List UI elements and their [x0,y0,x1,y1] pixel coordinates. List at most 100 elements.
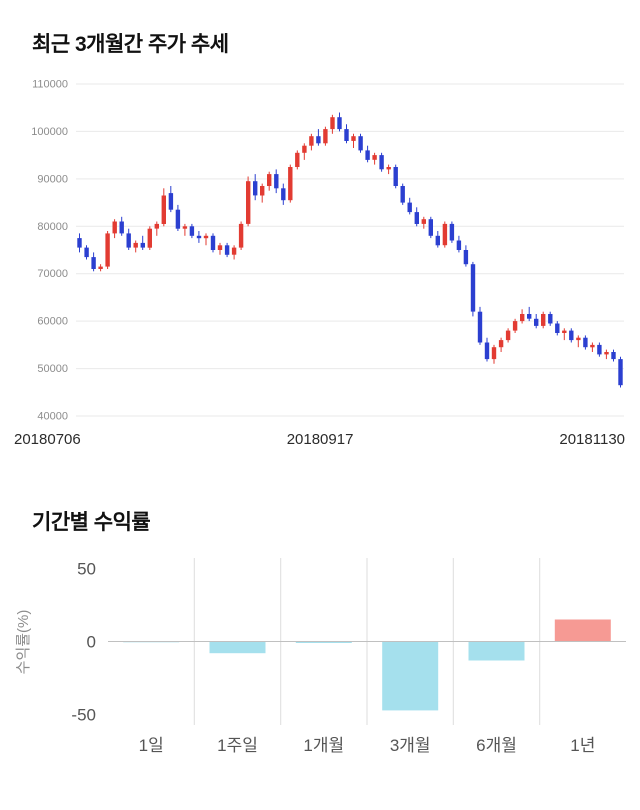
candle-body [576,337,581,341]
candle-body [421,219,426,224]
candle-body [351,136,356,141]
y-tick-label: 110000 [32,79,68,91]
candle-body [583,337,588,348]
price-x-axis: 20180706 20180917 20181130 [0,431,640,448]
return-bar [468,641,525,661]
candle-body [98,266,103,269]
price-chart-title: 최근 3개월간 주가 추세 [32,33,229,56]
candle-body [372,155,377,160]
candle-body [260,186,265,196]
candle-body [442,223,448,246]
candle-body [189,226,195,236]
candle-body [534,318,539,326]
candle-body [337,117,342,130]
category-label: 1일 [139,736,164,755]
candle-body [147,228,152,248]
candle-body [477,311,483,343]
y-tick-label: 50 [77,559,96,578]
candle-body [295,152,300,167]
candle-body [267,174,272,186]
candle-body [330,117,335,130]
candle-body [379,155,384,170]
price-candles [77,112,623,388]
candle-body [77,238,82,248]
y-tick-label: -50 [71,706,96,725]
candle-body [112,221,117,234]
candle-body [119,221,124,234]
candle-body [105,233,110,267]
candle-body [484,342,490,360]
candle-body [527,314,532,319]
candle-body [175,209,181,229]
candle-body [463,250,469,265]
candle-body [548,314,553,324]
candle-body [400,186,405,203]
candle-body [393,167,398,186]
x-axis-label-mid: 20180917 [286,431,354,448]
candle-body [217,245,223,250]
candle-body [246,181,251,224]
stock-summary-page: 최근 3개월간 주가 추세 110000 100000 90000 80000 7000… [0,28,640,762]
candle-body [365,150,370,160]
candle-body [435,235,440,246]
candle-body [611,352,616,360]
returns-bar-chart: 50 0 -50 1일 1주일 1개월 3개월 6개월 1년 수익률(%) [0,552,640,762]
candle-body [140,242,145,248]
candle-body [323,129,328,144]
candle-body [386,167,391,170]
candle-body [238,223,244,248]
return-bar [209,641,266,654]
category-label: 3개월 [390,736,431,755]
candle-body [253,181,258,196]
candle-body [555,323,560,333]
candle-body [161,195,166,224]
y-tick-label: 50000 [37,363,68,375]
candle-body [512,321,518,331]
candle-body [196,235,202,239]
y-axis-title: 수익률(%) [15,610,32,675]
category-label: 1주일 [217,736,258,755]
candle-body [590,344,595,348]
candle-body [274,174,279,189]
price-grid: 110000 100000 90000 80000 70000 60000 50000 400… [31,79,624,423]
y-tick-label: 70000 [37,268,68,280]
candle-body [407,202,412,213]
candle-body [520,314,525,322]
y-tick-label: 90000 [37,173,68,185]
x-axis-label-end: 20181130 [559,431,625,448]
candle-body [414,212,419,224]
candle-body [541,314,546,326]
candle-body [498,340,504,348]
candle-body [288,167,293,201]
candle-body [358,136,363,151]
candle-body [302,145,307,153]
candle-body [449,223,455,241]
candle-body [91,257,96,269]
candle-body [182,226,188,229]
candle-body [224,245,230,255]
candle-body [604,352,609,355]
candle-body [470,264,476,312]
y-tick-label: 100000 [31,126,68,138]
candle-body [281,188,286,201]
candle-body [154,223,159,229]
candle-body [428,219,433,236]
y-tick-label: 60000 [37,316,68,328]
candle-body [344,129,349,141]
candle-body [456,240,462,250]
category-label: 1개월 [303,736,344,755]
candle-body [309,136,314,146]
candle-body [569,330,574,341]
candle-body [126,233,131,248]
candle-body [505,330,511,341]
candle-body [168,193,174,210]
category-label: 6개월 [476,736,517,755]
candle-body [210,235,216,250]
return-bar [382,641,439,711]
candle-body [618,359,623,386]
return-bar [554,619,611,642]
candle-body [562,330,567,333]
candle-body [84,247,89,258]
candle-body [133,242,138,248]
return-bar [295,641,352,643]
